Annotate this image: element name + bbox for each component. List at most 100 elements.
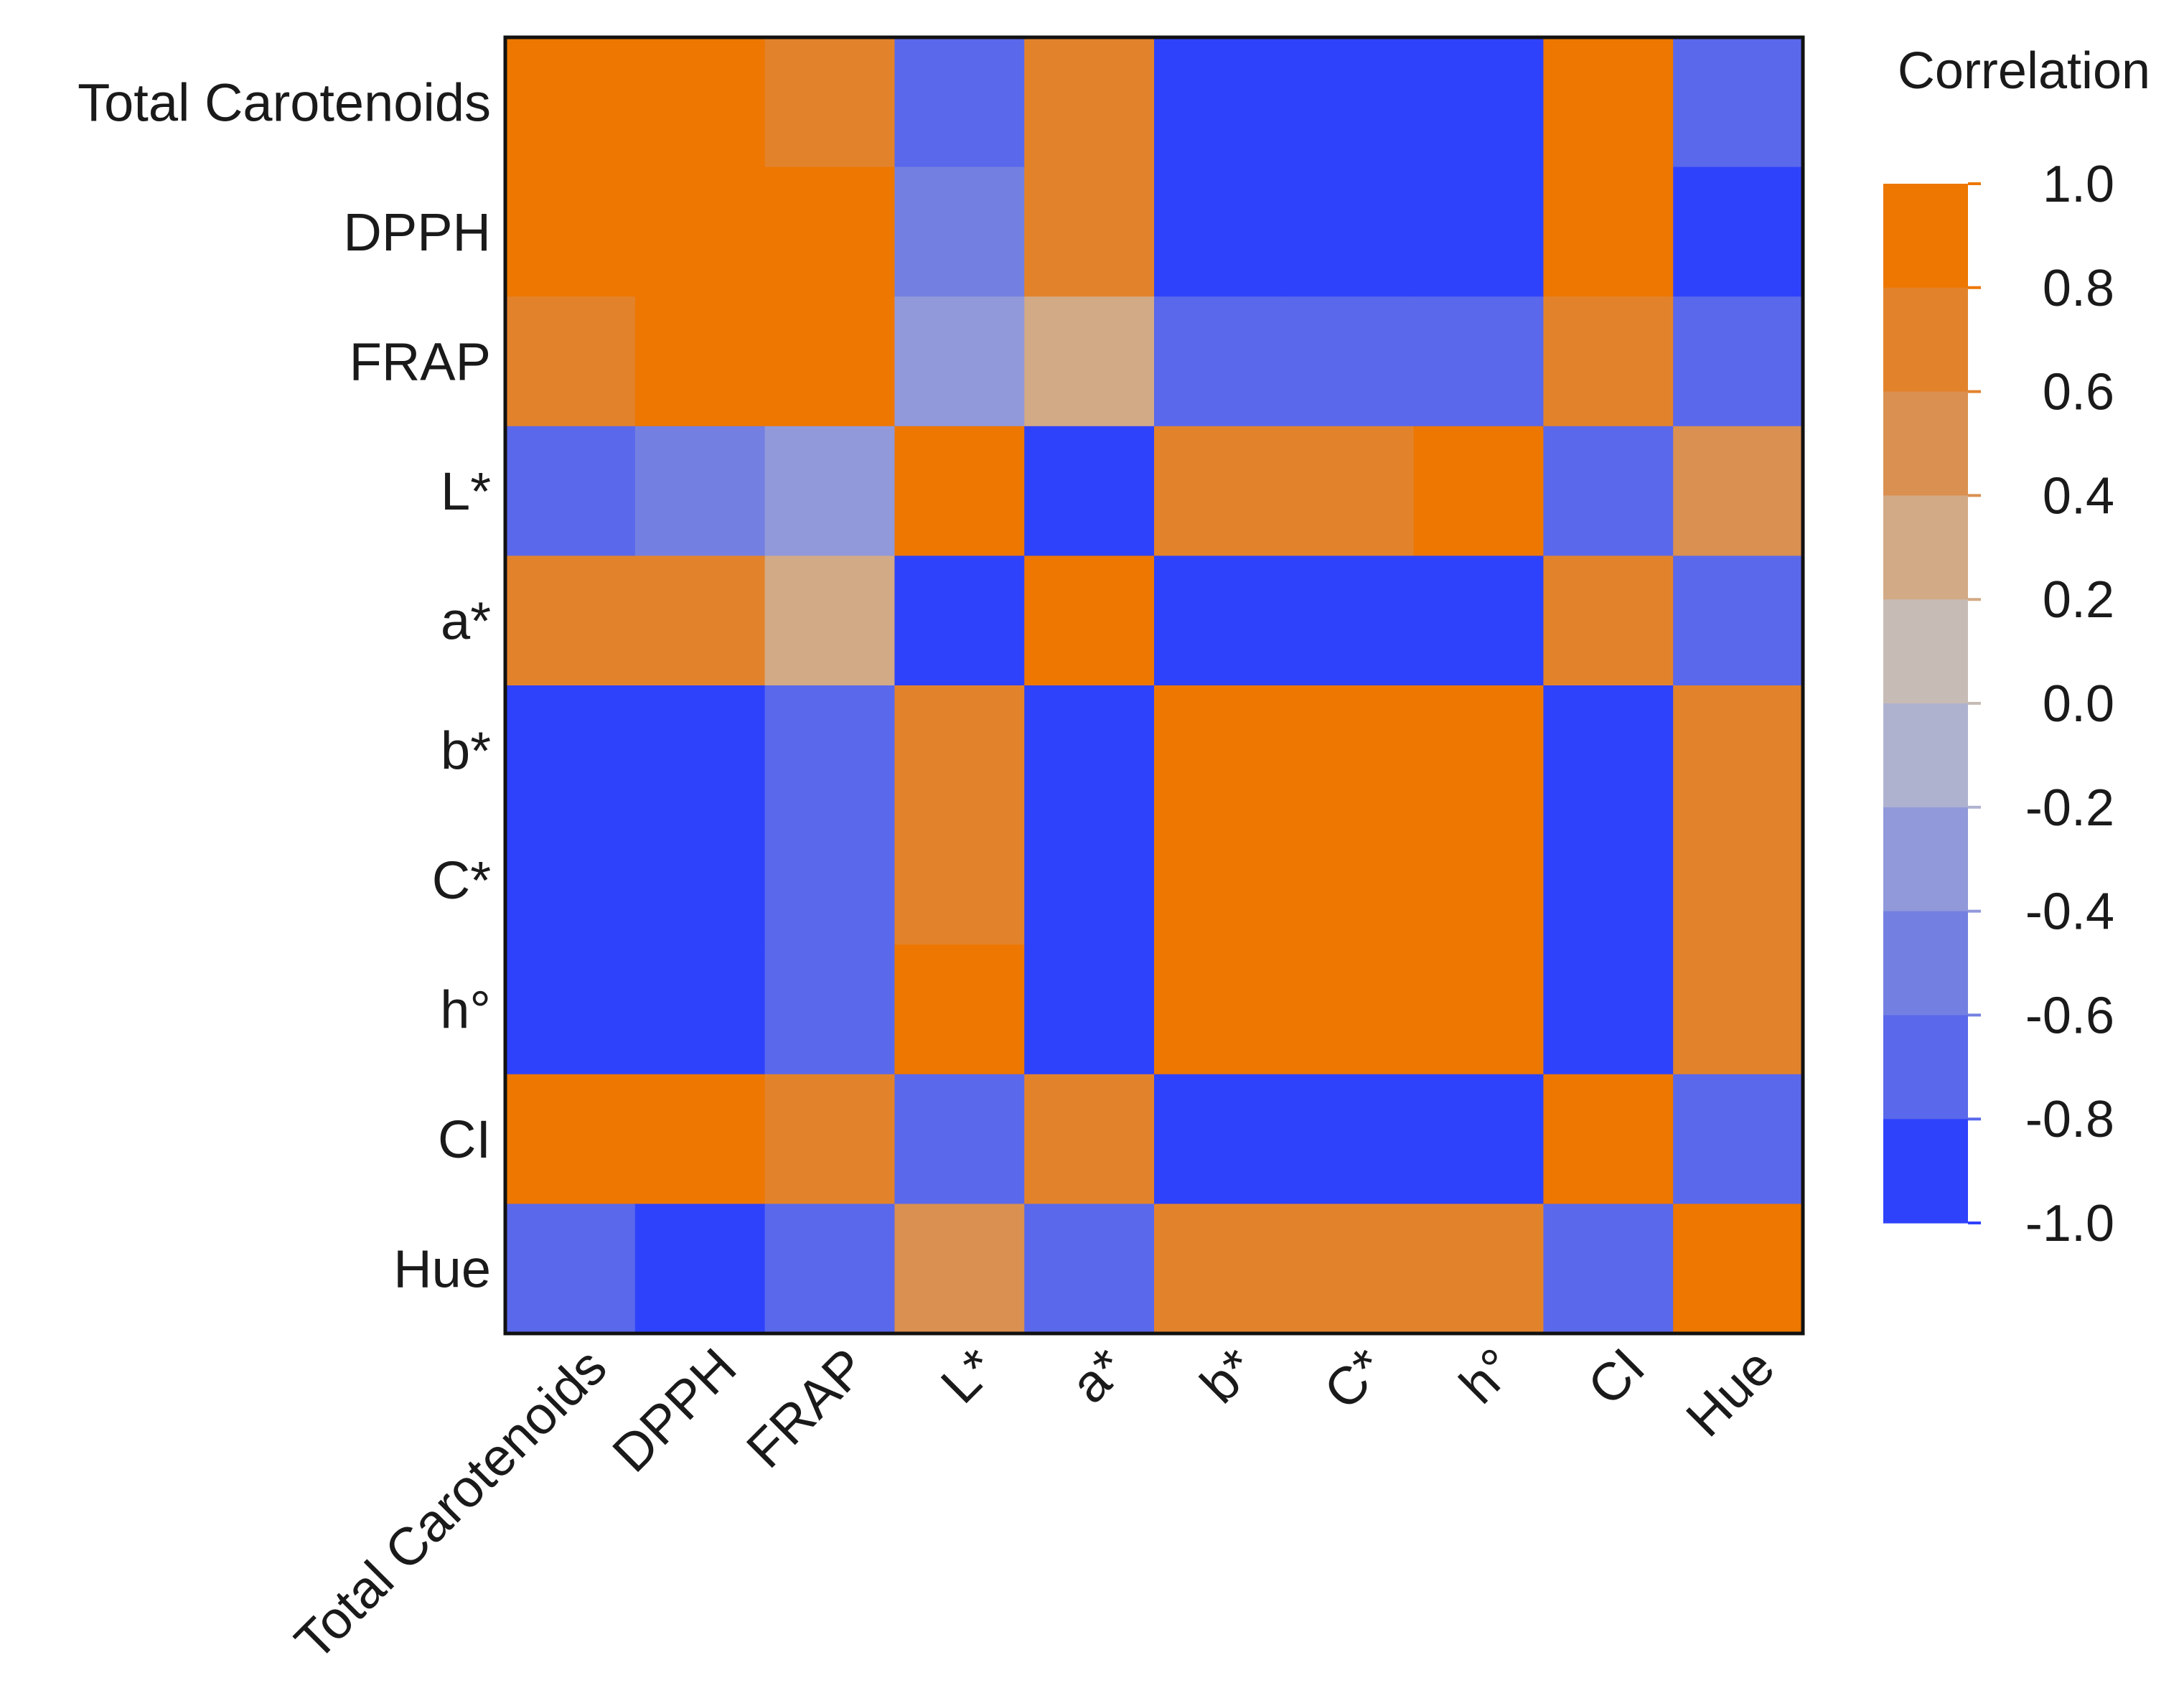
heatmap-cell-hue-a-star xyxy=(1024,1204,1155,1334)
x-tick-label-c-star: C* xyxy=(1313,1337,1397,1421)
colorbar-tick-label: -0.8 xyxy=(2025,1091,2114,1148)
heatmap-cell-a-star-h-deg xyxy=(1413,555,1544,686)
heatmap-cell-hue-total-carotenoids xyxy=(505,1204,636,1334)
heatmap-cell-l-star-l-star xyxy=(894,426,1025,556)
heatmap-cell-l-star-a-star xyxy=(1024,426,1155,556)
heatmap-cell-h-deg-a-star xyxy=(1024,944,1155,1075)
heatmap-cell-dpph-hue xyxy=(1673,167,1804,297)
heatmap-cell-c-star-b-star xyxy=(1154,815,1285,945)
heatmap-cell-a-star-dpph xyxy=(634,555,766,686)
colorbar-swatch-6 xyxy=(1883,807,1968,912)
heatmap-cell-frap-dpph xyxy=(634,296,766,427)
heatmap-cell-h-deg-hue xyxy=(1673,944,1804,1075)
heatmap-cell-a-star-a-star xyxy=(1024,555,1155,686)
heatmap-cell-b-star-a-star xyxy=(1024,685,1155,816)
heatmap-cell-ci-ci xyxy=(1543,1074,1674,1204)
colorbar-title: Correlation xyxy=(1898,42,2150,100)
heatmap-cell-l-star-total-carotenoids xyxy=(505,426,636,556)
colorbar-tick-label: 0.2 xyxy=(2043,571,2114,629)
heatmap-cell-a-star-hue xyxy=(1673,555,1804,686)
heatmap-cell-a-star-ci xyxy=(1543,555,1674,686)
heatmap-cell-c-star-total-carotenoids xyxy=(505,815,636,945)
heatmap-cell-frap-h-deg xyxy=(1413,296,1544,427)
heatmap-cell-hue-c-star xyxy=(1283,1204,1415,1334)
heatmap-cell-frap-l-star xyxy=(894,296,1025,427)
heatmap-cell-total-carotenoids-frap xyxy=(764,37,895,168)
heatmap-cell-frap-a-star xyxy=(1024,296,1155,427)
heatmap-cell-h-deg-h-deg xyxy=(1413,944,1544,1075)
heatmap-cell-h-deg-ci xyxy=(1543,944,1674,1075)
heatmap-cell-b-star-total-carotenoids xyxy=(505,685,636,816)
x-tick-label-b-star: b* xyxy=(1189,1337,1267,1415)
heatmap-cell-hue-b-star xyxy=(1154,1204,1285,1334)
colorbar-tick-label: 0.4 xyxy=(2043,467,2114,525)
heatmap-cell-frap-ci xyxy=(1543,296,1674,427)
colorbar-tick-label: -1.0 xyxy=(2025,1195,2114,1252)
y-tick-label-total-carotenoids: Total Carotenoids xyxy=(78,72,491,132)
heatmap-cell-h-deg-l-star xyxy=(894,944,1025,1075)
colorbar-tick-label: 0.8 xyxy=(2043,260,2114,317)
y-axis-tick-labels: Total Carotenoids DPPH FRAP L* a* b* C* h° CI Hue xyxy=(78,72,491,1298)
colorbar-swatch-0 xyxy=(1883,184,1968,289)
colorbar-swatch-8 xyxy=(1883,1015,1968,1120)
colorbar-swatch-5 xyxy=(1883,703,1968,808)
heatmap-cell-total-carotenoids-h-deg xyxy=(1413,37,1544,168)
x-tick-label-ci: CI xyxy=(1576,1337,1656,1417)
heatmap-cell-c-star-l-star xyxy=(894,815,1025,945)
heatmap-cell-dpph-b-star xyxy=(1154,167,1285,297)
heatmap-cell-total-carotenoids-b-star xyxy=(1154,37,1285,168)
heatmap-cell-ci-hue xyxy=(1673,1074,1804,1204)
heatmap-cell-l-star-b-star xyxy=(1154,426,1285,556)
heatmap-cell-dpph-ci xyxy=(1543,167,1674,297)
heatmap-cell-l-star-c-star xyxy=(1283,426,1415,556)
heatmap-cell-l-star-hue xyxy=(1673,426,1804,556)
heatmap-cell-a-star-b-star xyxy=(1154,555,1285,686)
colorbar-swatch-1 xyxy=(1883,287,1968,393)
heatmap-cell-h-deg-c-star xyxy=(1283,944,1415,1075)
heatmap-cell-c-star-hue xyxy=(1673,815,1804,945)
heatmap-cell-ci-b-star xyxy=(1154,1074,1285,1204)
heatmap-cell-b-star-dpph xyxy=(634,685,766,816)
heatmap-cell-a-star-frap xyxy=(764,555,895,686)
colorbar-tick-label: 0.0 xyxy=(2043,675,2114,733)
y-tick-label-ci: CI xyxy=(438,1110,491,1169)
y-tick-label-l-star: L* xyxy=(441,461,491,521)
heatmap-cell-dpph-a-star xyxy=(1024,167,1155,297)
y-tick-label-hue: Hue xyxy=(393,1239,491,1299)
colorbar-tick-label: -0.4 xyxy=(2025,883,2114,941)
colorbar-tick-label: -0.2 xyxy=(2025,779,2114,837)
heatmap-cell-total-carotenoids-ci xyxy=(1543,37,1674,168)
heatmap-cell-l-star-dpph xyxy=(634,426,766,556)
heatmap-cell-l-star-h-deg xyxy=(1413,426,1544,556)
heatmap-cell-c-star-frap xyxy=(764,815,895,945)
heatmap-cell-b-star-b-star xyxy=(1154,685,1285,816)
heatmap-cell-frap-frap xyxy=(764,296,895,427)
heatmap-cell-c-star-h-deg xyxy=(1413,815,1544,945)
colorbar-swatch-2 xyxy=(1883,391,1968,496)
heatmap-cell-b-star-h-deg xyxy=(1413,685,1544,816)
heatmap-cell-total-carotenoids-l-star xyxy=(894,37,1025,168)
heatmap-cell-hue-dpph xyxy=(634,1204,766,1334)
heatmap-cell-hue-frap xyxy=(764,1204,895,1334)
colorbar-swatch-3 xyxy=(1883,495,1968,600)
colorbar-tick-label: -0.6 xyxy=(2025,987,2114,1044)
y-tick-label-frap: FRAP xyxy=(350,332,491,392)
heatmap-cell-dpph-total-carotenoids xyxy=(505,167,636,297)
heatmap-cells xyxy=(505,37,1804,1334)
y-tick-label-dpph: DPPH xyxy=(343,202,491,262)
colorbar-swatch-9 xyxy=(1883,1119,1968,1224)
heatmap-cell-l-star-ci xyxy=(1543,426,1674,556)
heatmap-cell-total-carotenoids-total-carotenoids xyxy=(505,37,636,168)
heatmap-cell-dpph-c-star xyxy=(1283,167,1415,297)
heatmap-cell-frap-hue xyxy=(1673,296,1804,427)
heatmap-cell-c-star-a-star xyxy=(1024,815,1155,945)
heatmap-cell-hue-hue xyxy=(1673,1204,1804,1334)
colorbar-tick-label: 1.0 xyxy=(2043,156,2114,213)
x-tick-label-frap: FRAP xyxy=(735,1337,877,1479)
heatmap-cell-dpph-frap xyxy=(764,167,895,297)
heatmap-cell-b-star-ci xyxy=(1543,685,1674,816)
x-tick-label-total-carotenoids: Total Carotenoids xyxy=(283,1337,618,1671)
heatmap-cell-dpph-dpph xyxy=(634,167,766,297)
heatmap-cell-ci-frap xyxy=(764,1074,895,1204)
